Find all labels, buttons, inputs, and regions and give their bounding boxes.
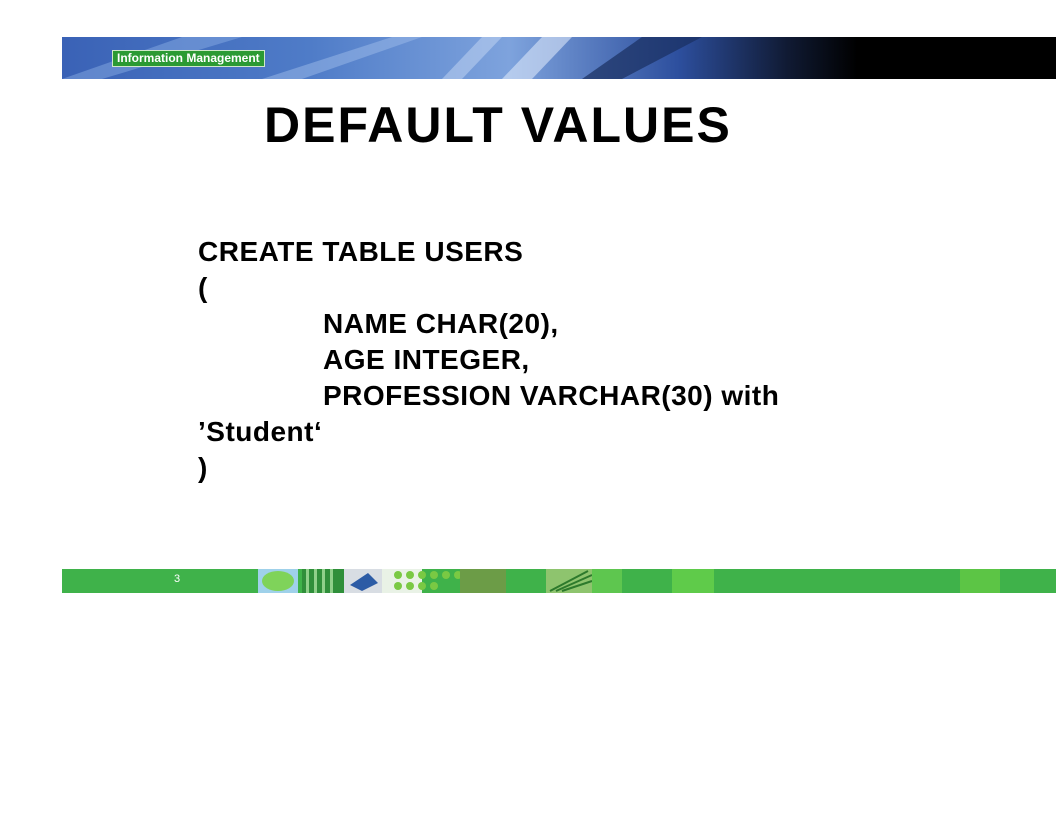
code-line-create: CREATE TABLE USERS — [198, 236, 524, 267]
code-line-profession: PROFESSION VARCHAR(30) with — [323, 380, 780, 411]
code-line-name: NAME CHAR(20), — [323, 308, 559, 339]
code-line-age: AGE INTEGER, — [323, 344, 530, 375]
code-line-open-paren: ( — [198, 272, 208, 303]
footer-decoration — [258, 569, 1000, 593]
footer-bar: 3 — [62, 569, 1056, 593]
code-line-close-paren: ) — [198, 452, 208, 483]
code-line-student: ’Student‘ — [198, 416, 323, 447]
page-number: 3 — [174, 573, 181, 585]
header-banner: Information Management — [62, 37, 1056, 79]
slide-title: DEFAULT VALUES — [264, 97, 732, 153]
brand-label: Information Management — [112, 50, 265, 67]
